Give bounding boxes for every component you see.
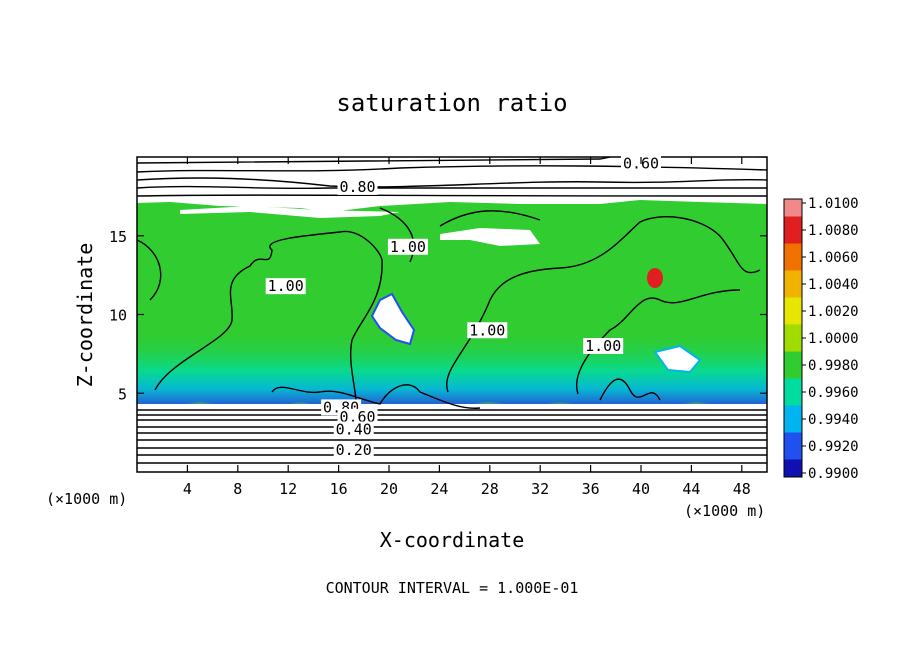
colorbar-swatch [784,216,802,244]
x-tick-label: 24 [430,480,448,498]
contour-interval-note: CONTOUR INTERVAL = 1.000E-01 [326,579,579,597]
contour-label-bg [583,338,624,354]
colorbar-label: 0.9940 [808,412,859,428]
right-white-patch [653,344,702,374]
colorbar-label: 1.0020 [808,304,859,320]
colorbar-swatch [784,405,802,433]
colorbar-label: 0.9980 [808,358,859,374]
upper-white-gap [180,206,400,218]
colorbar-swatch [784,351,802,379]
lower-white-region [137,404,767,472]
contour-label-bg [337,178,378,195]
contour-line [439,210,541,227]
colorbar-label: 0.9920 [808,439,859,455]
mid-white-patch [370,292,416,346]
x-tick-label: 48 [733,480,751,498]
y-tick-label: 10 [109,307,127,325]
x-tick-label: 8 [233,480,242,498]
contour-label: 0.40 [336,420,372,438]
chart-title: saturation ratio [336,89,567,117]
contour-line [379,207,415,263]
contour-label-bg [337,408,378,425]
contour-label: 1.00 [469,321,505,339]
contour-label: 1.00 [268,277,304,295]
x-axis: 4 8 12 16 20 24 28 32 36 40 44 48 [183,157,751,498]
x-tick-label: 44 [682,480,700,498]
x-tick-label: 40 [632,480,650,498]
colorbar-label: 1.0100 [808,196,859,212]
contour-line [137,177,767,188]
colorbar-swatch [784,199,802,217]
contour-label-bg [333,421,374,438]
colorbar-swatch [784,270,802,298]
colorbar: 1.0100 1.0080 1.0060 1.0040 1.0020 1.0000 0.99… [783,196,859,482]
contour-line [137,239,162,301]
y-tick-label: 5 [118,385,127,403]
colorbar-label: 0.9960 [808,385,859,401]
colorbar-swatch [784,378,802,406]
colorbar-label: 1.0060 [808,250,859,266]
colorbar-label: 1.0080 [808,223,859,239]
contour-line [271,384,481,409]
x-tick-label: 36 [582,480,600,498]
colorbar-swatch [784,324,802,352]
y-tick-label: 15 [109,228,127,246]
contour-line [599,378,661,401]
contour-label: 0.60 [339,408,375,426]
y-axis: 5 10 15 [109,228,767,403]
contour-line [154,230,383,401]
x-tick-label: 16 [330,480,348,498]
colorbar-swatch [784,297,802,325]
contour-label-bg [467,322,508,339]
colorbar-swatch [784,243,802,271]
contour-line [137,157,767,164]
contour-label: 1.00 [390,238,426,256]
contour-label-bg [265,278,306,295]
x-tick-label: 28 [481,480,499,498]
contour-label: 1.00 [585,337,621,355]
contour-label: 0.80 [339,178,375,196]
x-axis-title: X-coordinate [380,528,525,552]
x-tick-label: 12 [279,480,297,498]
x-tick-label: 20 [380,480,398,498]
colorbar-label: 1.0040 [808,277,859,293]
contour-line [575,289,741,395]
colorbar-swatch [784,459,802,477]
colorbar-label: 1.0000 [808,331,859,347]
x-tick-label: 32 [531,480,549,498]
upper-white-gap [440,228,540,246]
contour-label-bg [333,441,374,458]
x-unit-label: (×1000 m) [684,502,765,520]
colorbar-label: 0.9900 [808,466,859,482]
y-axis-title: Z-coordinate [73,243,97,388]
x-tick-label: 4 [183,480,192,498]
red-spot [647,268,663,288]
contour-label-bg [387,238,428,255]
contour-line [137,194,767,197]
colorbar-swatch [784,432,802,460]
contour-label: 0.20 [336,441,372,459]
y-unit-label: (×1000 m) [46,490,127,508]
